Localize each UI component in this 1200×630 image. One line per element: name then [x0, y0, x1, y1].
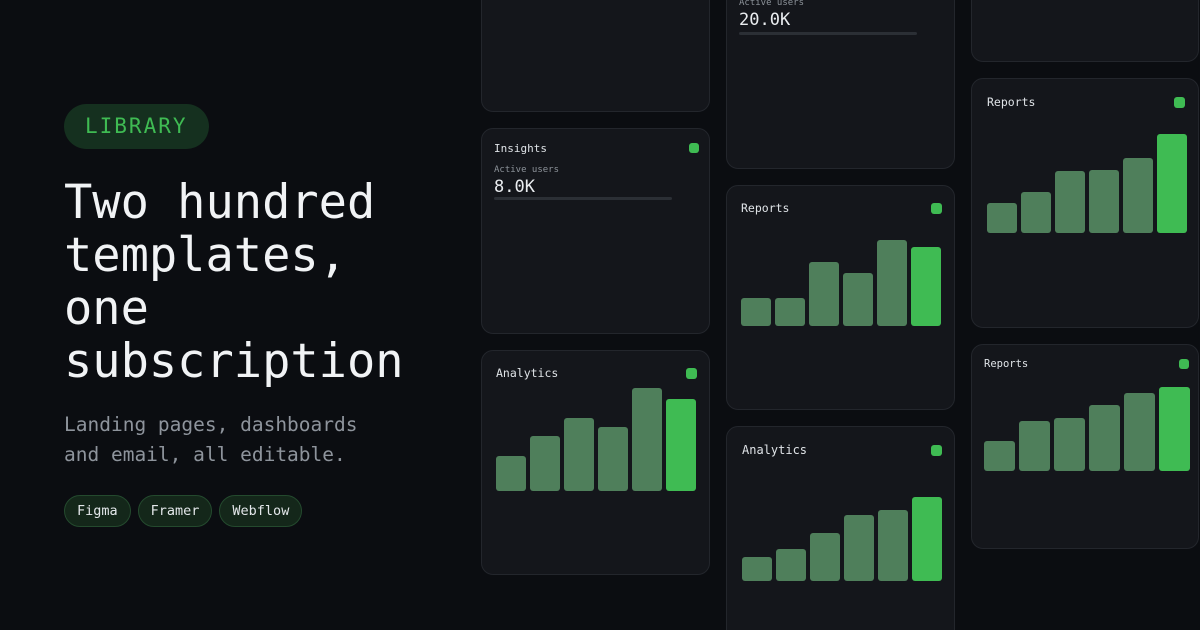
headline-line: subscription: [64, 334, 404, 389]
chart-bar: [742, 557, 772, 581]
template-card[interactable]: Analytics: [726, 426, 955, 630]
status-dot-icon: [689, 143, 699, 153]
chip-framer: Framer: [137, 495, 213, 527]
library-badge: LIBRARY: [64, 104, 209, 149]
bar-chart: [984, 387, 1190, 471]
hero-subhead: Landing pages, dashboards and email, all…: [64, 410, 444, 470]
chart-bar: [843, 272, 873, 326]
chart-bar: [987, 203, 1017, 233]
chart-bar: [496, 455, 526, 491]
template-card[interactable]: Reports: [726, 185, 955, 410]
bar-chart: [987, 134, 1187, 233]
bar-chart: [741, 240, 941, 326]
metric-value: 20.0K: [739, 10, 791, 30]
metric-value: 8.0K: [494, 177, 535, 197]
metric-label: Active users: [739, 0, 805, 8]
chart-bar: [1054, 418, 1085, 471]
chart-bar: [666, 399, 696, 491]
template-card[interactable]: [481, 0, 710, 112]
template-card[interactable]: Reports: [971, 78, 1199, 328]
card-title: Insights: [494, 142, 547, 155]
chart-bar: [1021, 192, 1051, 233]
status-dot-icon: [931, 203, 942, 214]
chart-bar: [741, 297, 771, 326]
chart-bar: [878, 509, 908, 581]
chart-bar: [1124, 392, 1155, 471]
chart-bar: [1159, 387, 1190, 471]
bar-chart: [742, 497, 942, 581]
card-title: Analytics: [742, 443, 808, 457]
template-card[interactable]: Reports: [971, 344, 1199, 549]
card-title: Reports: [741, 201, 790, 215]
headline-line: Two hundred: [64, 175, 376, 230]
chart-bar: [1089, 169, 1119, 233]
chart-bar: [1157, 134, 1187, 233]
card-title: Reports: [987, 95, 1036, 109]
chart-bar: [598, 427, 628, 491]
metric-progress-track: [494, 197, 672, 200]
chart-bar: [1019, 420, 1050, 471]
chip-webflow: Webflow: [219, 495, 303, 527]
metric-progress-track: [739, 32, 917, 35]
chart-bar: [809, 262, 839, 326]
chart-bar: [1055, 170, 1085, 233]
card-title: Analytics: [496, 366, 559, 380]
chip-figma: Figma: [64, 495, 131, 527]
hero-headline: Two hundred templates, one subscription: [64, 176, 464, 388]
tool-chips: Figma Framer Webflow: [64, 495, 303, 527]
chart-bar: [1123, 157, 1153, 233]
template-card[interactable]: Insights Active users 8.0K: [481, 128, 710, 334]
chart-bar: [912, 497, 942, 581]
status-dot-icon: [686, 368, 697, 379]
chart-bar: [530, 436, 560, 491]
headline-line: templates,: [64, 228, 347, 283]
metric-label: Active users: [494, 165, 560, 175]
chart-bar: [877, 240, 907, 326]
chart-bar: [632, 388, 662, 491]
chart-bar: [564, 417, 594, 491]
subhead-line: Landing pages, dashboards: [64, 413, 358, 436]
subhead-line: and email, all editable.: [64, 443, 346, 466]
template-card[interactable]: [971, 0, 1199, 62]
chart-bar: [911, 246, 941, 326]
chart-bar: [1089, 405, 1120, 471]
status-dot-icon: [1179, 359, 1189, 369]
chart-bar: [810, 533, 840, 581]
status-dot-icon: [1174, 97, 1185, 108]
chart-bar: [776, 549, 806, 581]
chart-bar: [844, 514, 874, 581]
headline-line: one: [64, 281, 149, 336]
chart-bar: [775, 297, 805, 326]
chart-bar: [984, 440, 1015, 471]
template-card[interactable]: Analytics: [481, 350, 710, 575]
bar-chart: [496, 388, 696, 491]
template-card[interactable]: Active users 20.0K: [726, 0, 955, 169]
card-title: Reports: [984, 358, 1029, 370]
status-dot-icon: [931, 445, 942, 456]
